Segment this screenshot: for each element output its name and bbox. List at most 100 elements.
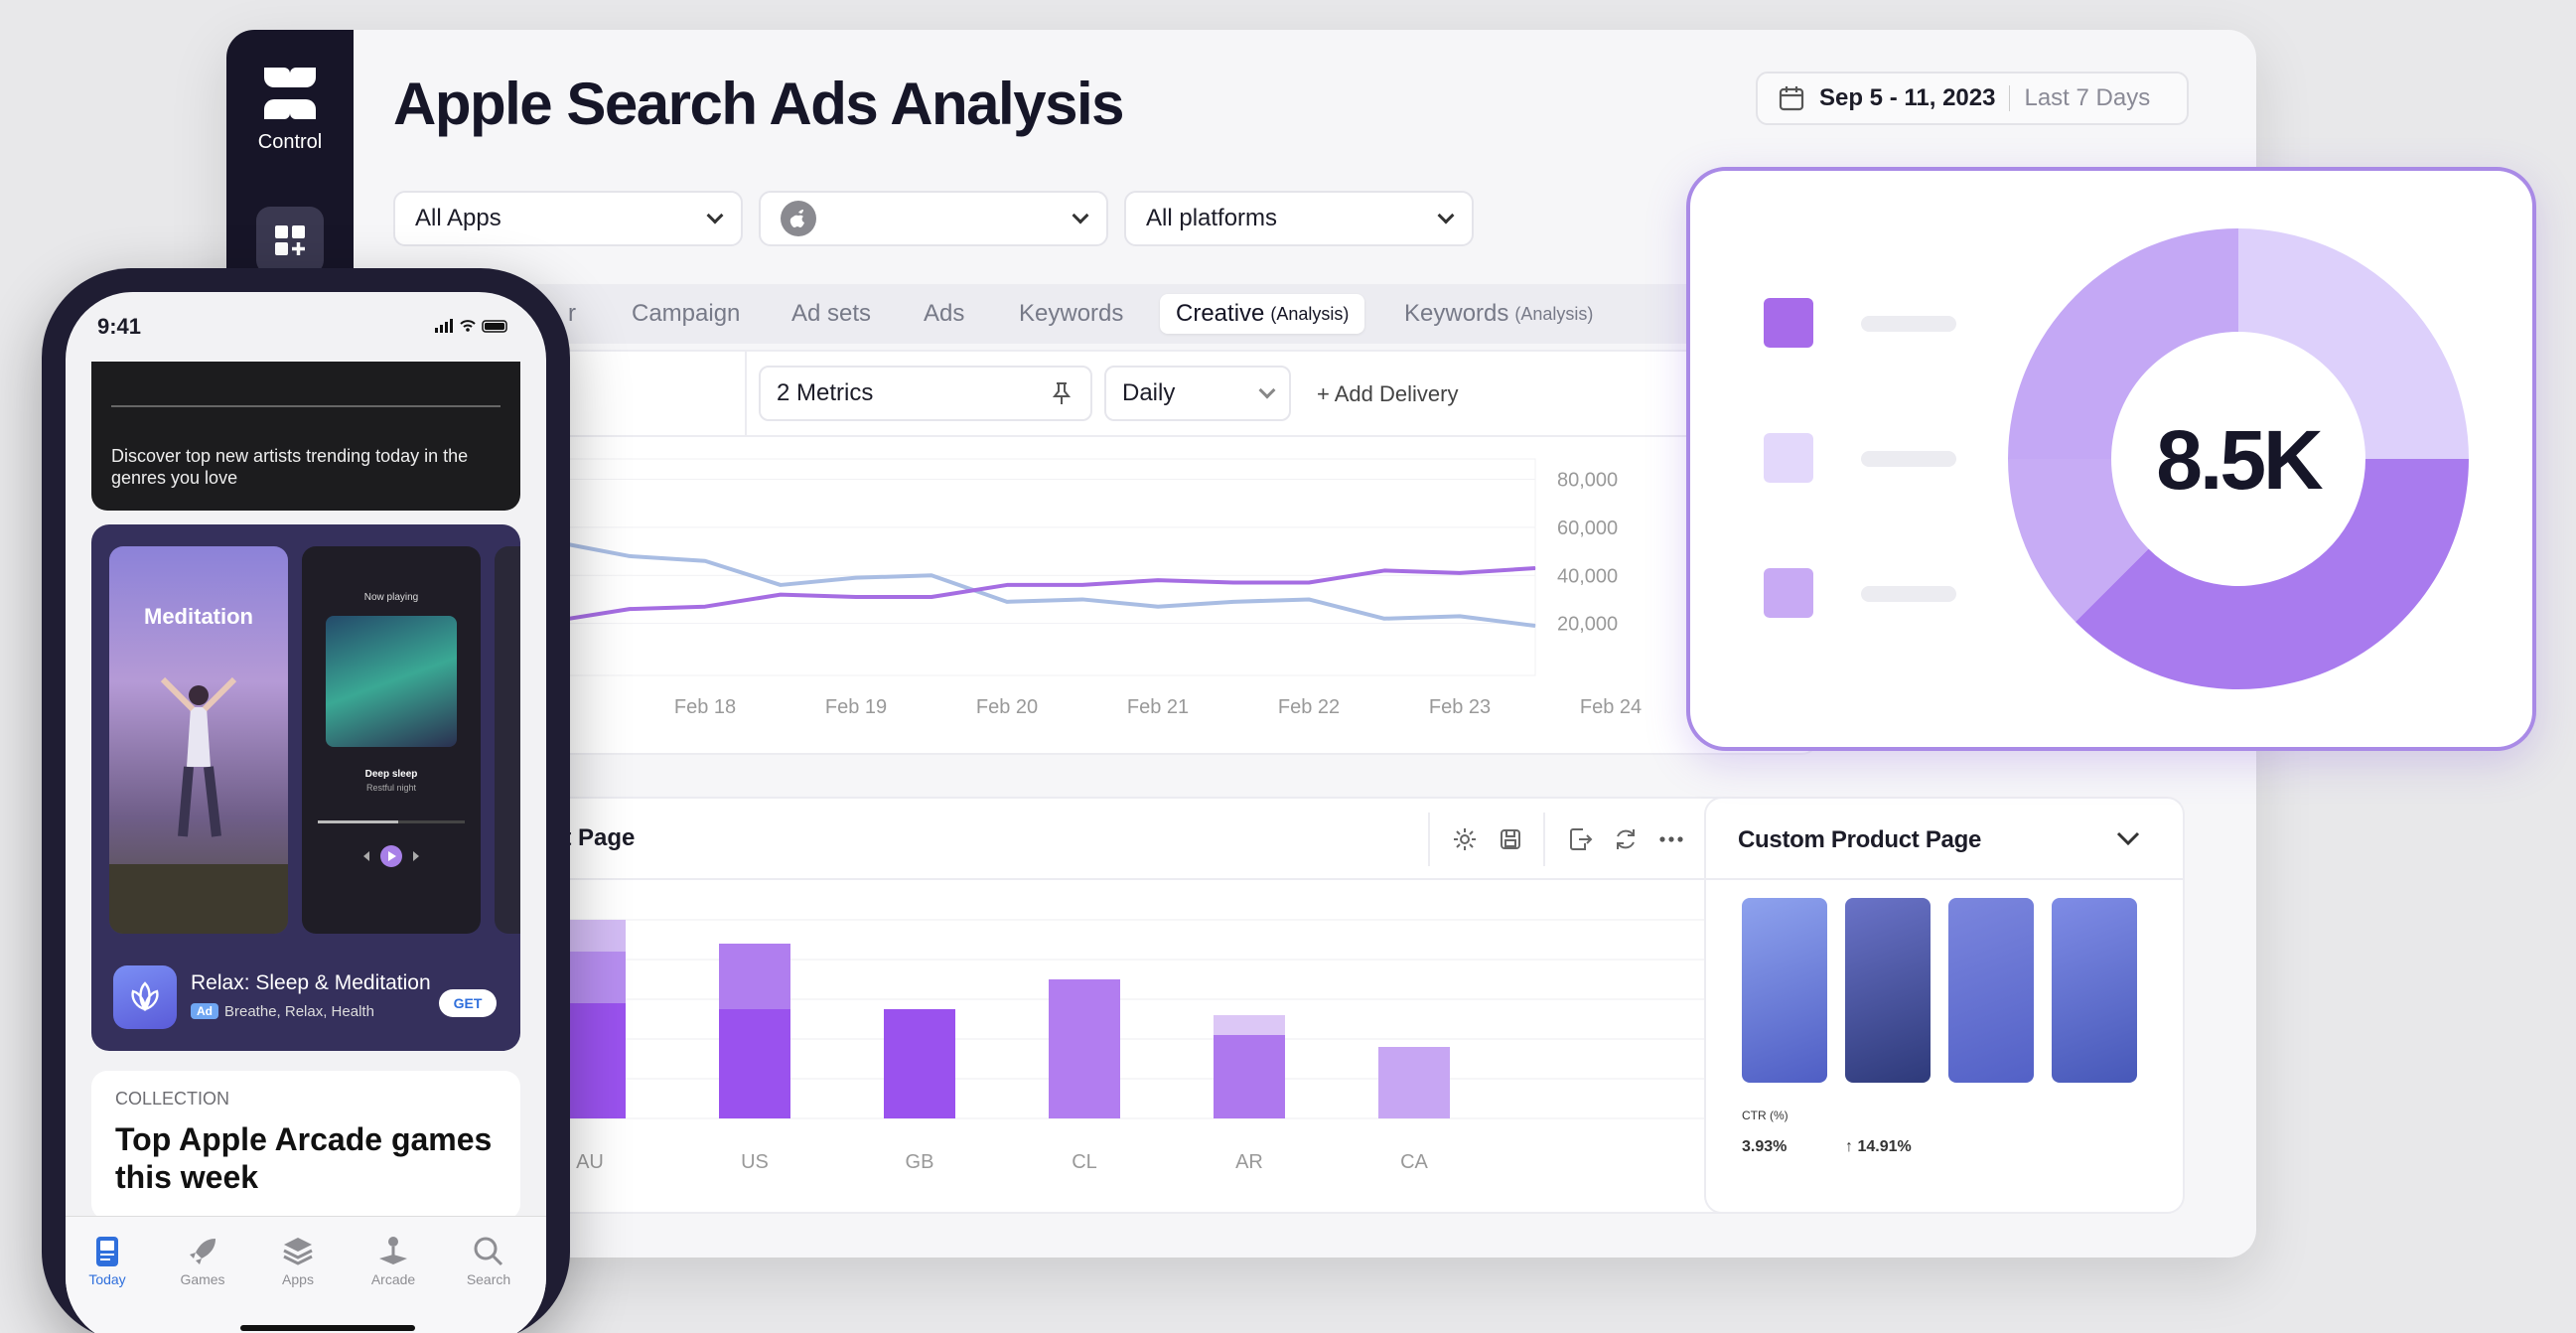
track-title: Deep sleep xyxy=(364,769,418,780)
y-tick-label: 60,000 xyxy=(1557,518,1618,539)
custom-product-page-panel: Custom Product Page CTR (%) 3.93% ↑ 14.9… xyxy=(1704,797,2185,1214)
x-tick-label: Feb 19 xyxy=(825,696,887,718)
tab-arcade[interactable]: Arcade xyxy=(354,1235,433,1287)
interval-dropdown[interactable]: Daily xyxy=(1104,366,1291,421)
cpp-screenshot-1[interactable] xyxy=(1742,898,1827,1083)
cpp-screenshot-3[interactable] xyxy=(1948,898,2034,1083)
y-tick-label: 40,000 xyxy=(1557,565,1618,587)
lotus-icon xyxy=(131,981,159,1012)
logo-label: Control xyxy=(257,131,323,153)
x-tick-label: Feb 21 xyxy=(1127,696,1189,718)
add-widget-button[interactable] xyxy=(256,207,324,274)
series-point xyxy=(930,596,932,598)
series-point xyxy=(780,584,782,586)
save-icon[interactable] xyxy=(1498,826,1523,852)
bar-segment-us xyxy=(719,944,790,1009)
app-logo[interactable]: Control xyxy=(226,66,354,154)
person-figure-icon xyxy=(160,676,237,837)
tab-keywords[interactable]: Keywords xyxy=(1003,294,1139,334)
next-screenshot-peek xyxy=(495,546,520,934)
calendar-icon xyxy=(1779,86,1804,111)
series-point xyxy=(855,577,857,579)
report-tabs: r Campaign Ad sets Ads Keywords Creative… xyxy=(393,284,1774,344)
donut-chart-card: 8.5K xyxy=(1686,167,2536,751)
date-range-value: Sep 5 - 11, 2023 xyxy=(1819,84,1996,111)
progress-track xyxy=(318,820,465,823)
now-playing-screenshot: Now playing Deep sleep Restful night xyxy=(302,546,481,934)
series-point xyxy=(1006,601,1008,603)
cpp-screenshot-2[interactable] xyxy=(1845,898,1931,1083)
metrics-selector[interactable]: 2 Metrics xyxy=(759,366,1092,421)
tab-label: Ads xyxy=(924,300,965,327)
rock-ground xyxy=(109,864,288,934)
artists-card-text: Discover top new artists trending today … xyxy=(111,446,469,488)
apps-dropdown[interactable]: All Apps xyxy=(393,191,743,246)
legend-placeholder-bar xyxy=(1861,451,1956,467)
tab-apps[interactable]: Apps xyxy=(258,1235,338,1287)
cpp-value-2: ↑ 14.91% xyxy=(1845,1138,1912,1155)
tab-campaign[interactable]: Campaign xyxy=(616,294,756,334)
toolbar-divider xyxy=(1428,813,1430,866)
date-divider xyxy=(2009,85,2011,111)
x-tick-label: CA xyxy=(1400,1151,1428,1173)
metrics-label: 2 Metrics xyxy=(777,379,874,406)
bar-segment-cl xyxy=(1049,979,1120,1118)
export-icon[interactable] xyxy=(1567,826,1593,852)
legend-swatch xyxy=(1764,433,1813,483)
grid-plus-icon xyxy=(275,225,305,255)
platforms-dropdown[interactable]: All platforms xyxy=(1124,191,1474,246)
chevron-down-icon xyxy=(1258,381,1276,399)
tab-games[interactable]: Games xyxy=(163,1235,242,1287)
get-button[interactable]: GET xyxy=(439,989,497,1017)
tab-search[interactable]: Search xyxy=(449,1235,528,1287)
x-tick-label: Feb 23 xyxy=(1429,696,1491,718)
donut-slice-2 xyxy=(2075,459,2469,689)
donut-slice-4 xyxy=(2008,228,2238,459)
tab-keywords-analysis[interactable]: Keywords (Analysis) xyxy=(1388,294,1609,334)
series-point xyxy=(1006,584,1008,586)
refresh-icon[interactable] xyxy=(1613,826,1639,852)
series-point xyxy=(1534,567,1536,569)
series-point xyxy=(704,560,706,562)
bar-segment-us xyxy=(719,1009,790,1118)
apps-dropdown-value: All Apps xyxy=(415,205,501,231)
series-point xyxy=(1459,615,1461,617)
tab-today[interactable]: Today xyxy=(68,1235,147,1287)
store-dropdown[interactable] xyxy=(759,191,1108,246)
today-icon xyxy=(96,1237,118,1266)
line-chart-panel: n 2 Metrics Daily + Add Delivery 80,0006… xyxy=(393,350,1819,755)
series-point xyxy=(1232,601,1234,603)
cpp-screenshot-4[interactable] xyxy=(2052,898,2137,1083)
tab-overview[interactable]: r xyxy=(552,294,592,334)
settings-gear-icon[interactable] xyxy=(1452,826,1478,852)
tab-label: Keywords xyxy=(1404,300,1509,327)
date-range-picker[interactable]: Sep 5 - 11, 2023 Last 7 Days xyxy=(1756,72,2189,125)
add-delivery-button[interactable]: + Add Delivery xyxy=(1317,381,1459,406)
series-point xyxy=(1534,625,1536,627)
rocket-icon xyxy=(190,1239,215,1264)
store-dropdown-value xyxy=(781,201,816,236)
chevron-down-icon[interactable] xyxy=(2115,828,2141,848)
bar-chart-panel: ct Page AU US GB CL AR CA xyxy=(393,797,1819,1214)
series-point xyxy=(1383,569,1385,571)
artists-card[interactable]: Discover top new artists trending today … xyxy=(91,362,520,511)
chevron-down-icon xyxy=(1072,207,1089,224)
more-options-icon[interactable] xyxy=(1658,834,1684,844)
donut-slice-3 xyxy=(2008,459,2149,623)
tab-ads[interactable]: Ads xyxy=(908,294,980,334)
tab-ad-sets[interactable]: Ad sets xyxy=(776,294,887,334)
series-point xyxy=(855,596,857,598)
collection-card[interactable]: COLLECTION Top Apple Arcade games this w… xyxy=(91,1071,520,1220)
bar-segment-gb xyxy=(884,1009,955,1118)
tab-label: Arcade xyxy=(370,1271,416,1287)
tab-creative-analysis[interactable]: Creative (Analysis) xyxy=(1160,294,1365,334)
app-icon xyxy=(113,965,177,1029)
platforms-dropdown-value: All platforms xyxy=(1146,205,1278,231)
toolbar-divider xyxy=(745,352,747,435)
now-playing-header: Now playing xyxy=(363,592,419,603)
legend-swatch xyxy=(1764,568,1813,618)
x-tick-label: Feb 22 xyxy=(1278,696,1340,718)
app-promo-card[interactable]: Meditation Now playing Deep sleep Restfu… xyxy=(91,524,520,1051)
tab-suffix: (Analysis) xyxy=(1514,303,1594,324)
phone-screen: 9:41 Discover top new artists trending t… xyxy=(66,292,546,1333)
